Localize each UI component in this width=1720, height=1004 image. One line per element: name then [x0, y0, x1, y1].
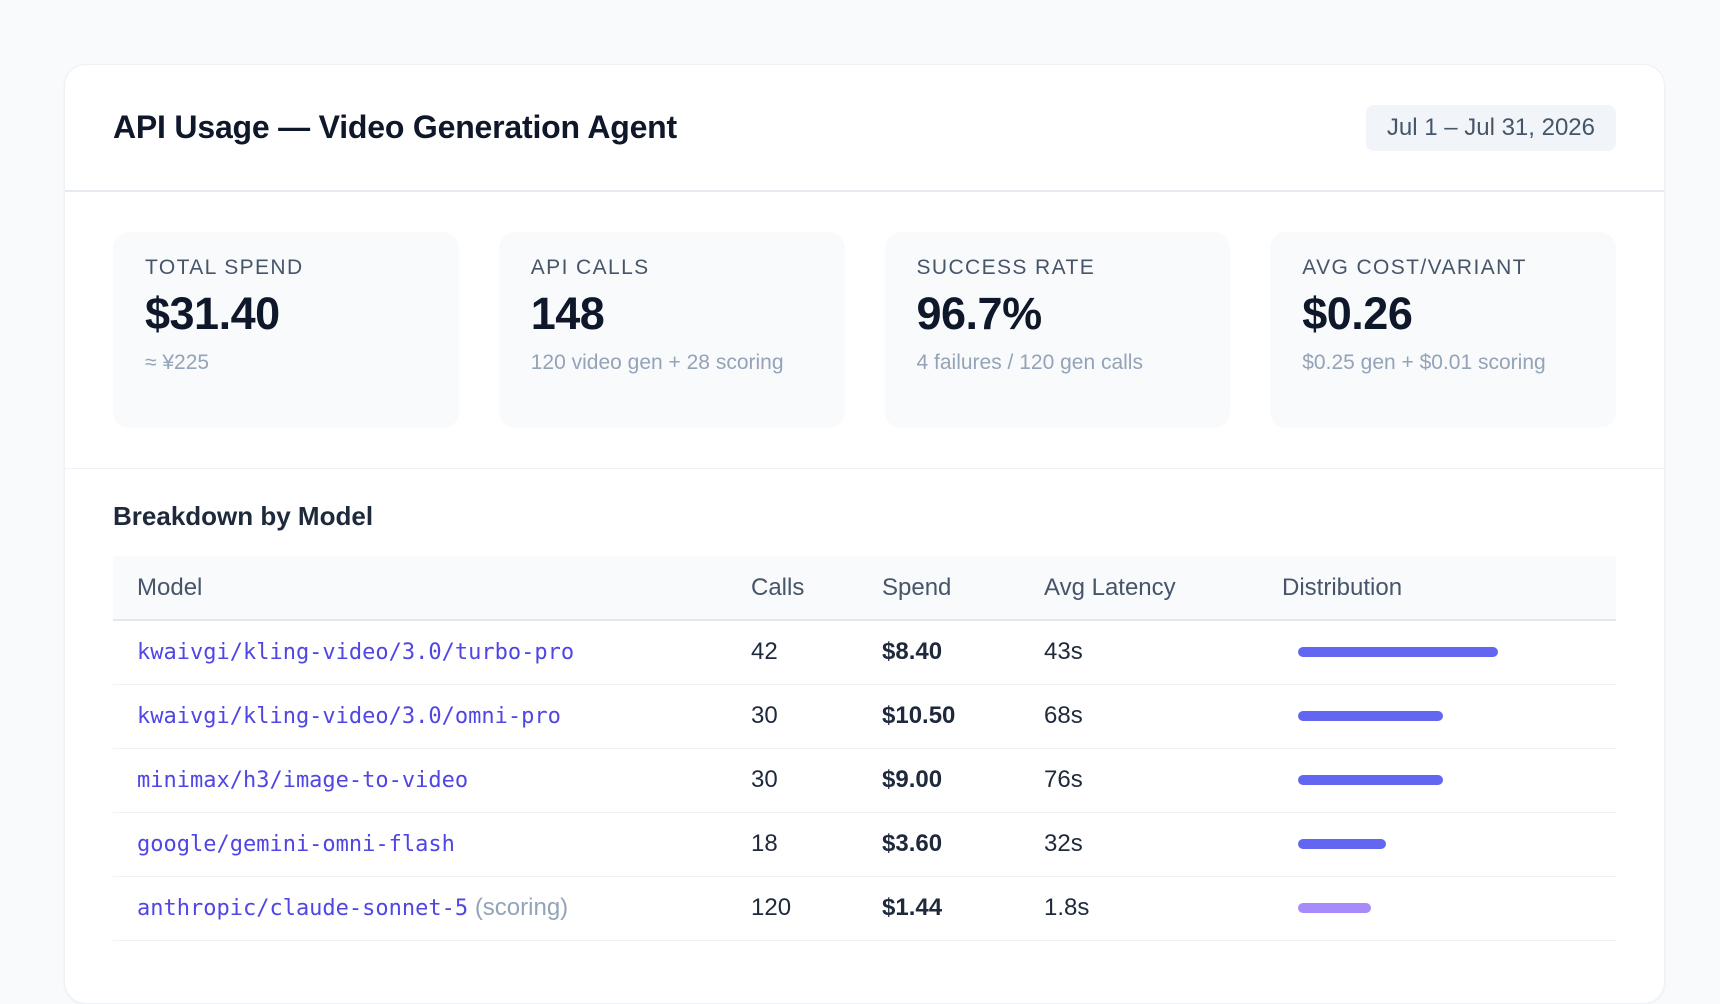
stat-subtext: 120 video gen + 28 scoring — [530, 351, 784, 374]
spend-cell: $1.44 — [858, 876, 1020, 941]
distribution-bar — [1298, 711, 1443, 721]
latency-cell: 43s — [1020, 620, 1258, 685]
stat-api-calls: API CALLS 148 120 video gen + 28 scoring — [498, 232, 845, 428]
table-row[interactable]: kwaivgi/kling-video/3.0/turbo-pro 42 $8.… — [113, 620, 1616, 685]
model-cell: google/gemini-omni-flash — [113, 812, 727, 877]
table-row[interactable]: kwaivgi/kling-video/3.0/omni-pro 30 $10.… — [113, 684, 1616, 749]
stat-label: AVG COST/VARIANT — [1302, 256, 1527, 279]
column-header-avg-latency[interactable]: Avg Latency — [1020, 556, 1258, 621]
distribution-cell — [1258, 684, 1616, 749]
spend-cell: $8.40 — [858, 620, 1020, 685]
distribution-bar — [1298, 839, 1386, 849]
usage-card: API Usage — Video Generation Agent Jul 1… — [64, 64, 1665, 1004]
latency-cell: 32s — [1020, 812, 1258, 877]
table-row[interactable]: minimax/h3/image-to-video 30 $9.00 76s — [113, 748, 1616, 813]
distribution-cell — [1258, 812, 1616, 877]
stat-value: $31.40 — [145, 288, 280, 339]
stat-subtext: $0.25 gen + $0.01 scoring — [1302, 351, 1546, 374]
distribution-cell — [1258, 876, 1616, 941]
latency-cell: 68s — [1020, 684, 1258, 749]
section-title: Breakdown by Model — [113, 501, 374, 531]
model-cell: kwaivgi/kling-video/3.0/turbo-pro — [113, 620, 727, 685]
spend-cell: $9.00 — [858, 748, 1020, 813]
stat-avg-cost-variant: AVG COST/VARIANT $0.26 $0.25 gen + $0.01… — [1270, 232, 1616, 428]
stat-subtext: ≈ ¥225 — [145, 351, 210, 374]
stat-total-spend: TOTAL SPEND $31.40 ≈ ¥225 — [113, 232, 459, 428]
stat-label: SUCCESS RATE — [916, 256, 1096, 279]
column-header-calls[interactable]: Calls — [727, 556, 858, 621]
stat-value: $0.26 — [1302, 288, 1413, 339]
distribution-cell — [1258, 748, 1616, 813]
latency-cell: 76s — [1020, 748, 1258, 813]
breakdown-section: Breakdown by Model Model Calls Spend Avg… — [65, 469, 1664, 941]
card-header: API Usage — Video Generation Agent Jul 1… — [65, 65, 1664, 192]
distribution-bar — [1298, 775, 1443, 785]
model-id[interactable]: anthropic/claude-sonnet-5 — [137, 896, 469, 921]
model-id[interactable]: kwaivgi/kling-video/3.0/turbo-pro — [137, 640, 575, 666]
latency-cell: 1.8s — [1020, 876, 1258, 941]
column-header-spend[interactable]: Spend — [858, 556, 1020, 621]
model-cell: minimax/h3/image-to-video — [113, 748, 727, 813]
calls-cell: 18 — [727, 812, 858, 877]
stat-success-rate: SUCCESS RATE 96.7% 4 failures / 120 gen … — [884, 232, 1231, 428]
model-cell: anthropic/claude-sonnet-5 (scoring) — [113, 876, 727, 941]
stat-label: TOTAL SPEND — [145, 256, 304, 279]
model-id[interactable]: kwaivgi/kling-video/3.0/omni-pro — [137, 704, 561, 729]
model-id[interactable]: google/gemini-omni-flash — [137, 832, 455, 857]
stats-row: TOTAL SPEND $31.40 ≈ ¥225 API CALLS 148 … — [65, 192, 1664, 469]
distribution-bar — [1298, 903, 1371, 913]
column-header-distribution[interactable]: Distribution — [1258, 556, 1616, 621]
column-header-model[interactable]: Model — [113, 556, 727, 621]
breakdown-table: Model Calls Spend Avg Latency Distributi… — [113, 556, 1616, 941]
model-cell: kwaivgi/kling-video/3.0/omni-pro — [113, 684, 727, 749]
calls-cell: 42 — [727, 620, 858, 685]
model-note: (scoring) — [474, 894, 569, 921]
model-id[interactable]: minimax/h3/image-to-video — [137, 768, 469, 793]
distribution-cell — [1258, 620, 1616, 685]
table-row[interactable]: anthropic/claude-sonnet-5 (scoring) 120 … — [113, 876, 1616, 941]
table-header-row: Model Calls Spend Avg Latency Distributi… — [113, 556, 1616, 621]
page-title: API Usage — Video Generation Agent — [113, 109, 677, 145]
stat-value: 96.7% — [916, 288, 1043, 339]
date-range-picker[interactable]: Jul 1 – Jul 31, 2026 — [1365, 104, 1616, 151]
spend-cell: $3.60 — [858, 812, 1020, 877]
calls-cell: 30 — [727, 748, 858, 813]
stat-value: 148 — [530, 288, 605, 339]
table-row[interactable]: google/gemini-omni-flash 18 $3.60 32s — [113, 812, 1616, 877]
calls-cell: 30 — [727, 684, 858, 749]
stat-subtext: 4 failures / 120 gen calls — [916, 351, 1143, 374]
distribution-bar — [1298, 647, 1498, 658]
stat-label: API CALLS — [530, 256, 650, 279]
spend-cell: $10.50 — [858, 684, 1020, 749]
calls-cell: 120 — [727, 876, 858, 941]
